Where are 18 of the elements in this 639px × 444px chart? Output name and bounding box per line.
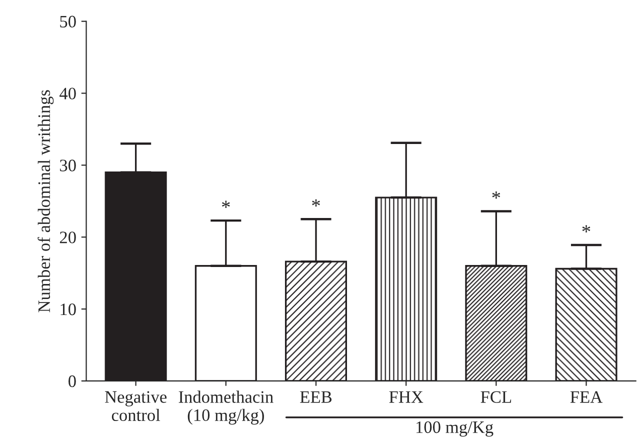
y-tick-label: 10 (60, 304, 76, 316)
y-tick-label: 50 (60, 16, 76, 28)
text: 100 mg/Kg (416, 421, 494, 437)
annotation: * (492, 191, 500, 199)
x-tick-label: Indomethacin (10 mg/kg) (178, 390, 274, 425)
y-axis-title: Number of abdominal writhings (38, 90, 54, 312)
annotation: * (312, 199, 320, 206)
x-tick-label: Negative control (104, 391, 167, 422)
x-tick-label: FEA (570, 391, 603, 403)
x-tick-label: EEB (300, 391, 332, 403)
y-tick-label: 20 (60, 232, 76, 244)
x-tick-label: FHX (389, 391, 424, 403)
x-tick-label: FCL (480, 391, 512, 403)
y-tick-label: 40 (60, 88, 76, 100)
annotation: * (582, 225, 590, 232)
annotation: * (222, 200, 230, 208)
y-tick-label: 0 (68, 375, 76, 388)
y-tick-label: 30 (60, 160, 76, 172)
